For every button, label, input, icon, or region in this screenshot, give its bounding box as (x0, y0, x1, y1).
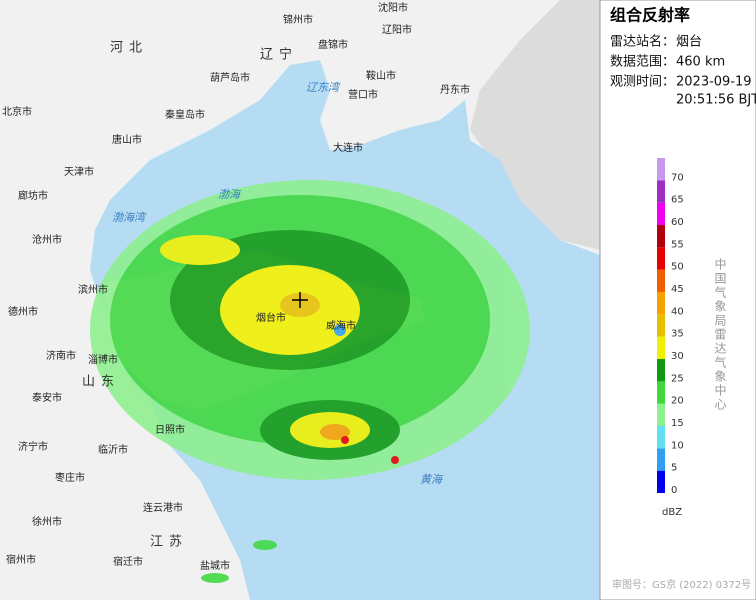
legend-tick-label: 45 (671, 284, 684, 295)
city-label: 沧州市 (32, 233, 62, 246)
legend-swatch (657, 359, 665, 382)
legend-swatch (657, 269, 665, 292)
legend-swatch (657, 403, 665, 426)
legend-tick-label: 15 (671, 418, 684, 429)
city-label: 威海市 (326, 319, 356, 332)
legend-swatch (657, 247, 665, 270)
province-label: 山东 (82, 375, 120, 390)
legend-swatch (657, 426, 665, 449)
info-value: 烟台 (676, 35, 702, 50)
echo (334, 324, 346, 336)
map-labels: 北京市 天津市 廊坊市 沧州市 唐山市 秦皇岛市 葫芦岛市 锦州市 盘锦市 营口… (2, 1, 470, 572)
city-label: 宿迁市 (113, 555, 143, 568)
city-label: 济宁市 (18, 440, 48, 453)
korea-land (470, 0, 600, 250)
legend-swatch (657, 180, 665, 203)
approval-number: 审图号：GS京 (2022) 0372号 (612, 578, 751, 591)
info-value: 460 km (676, 55, 725, 70)
legend-swatch (657, 292, 665, 315)
city-label: 辽阳市 (382, 23, 412, 36)
legend-swatch (657, 158, 665, 181)
legend-unit: dBZ (662, 507, 682, 518)
city-label: 锦州市 (283, 13, 313, 26)
province-label: 江苏 (150, 534, 188, 550)
city-label: 天津市 (64, 165, 94, 178)
city-label: 廊坊市 (18, 189, 48, 202)
city-label: 济南市 (46, 349, 76, 362)
radar-echo (90, 180, 530, 583)
legend-swatch (657, 381, 665, 404)
city-label: 鞍山市 (366, 69, 396, 82)
city-label: 连云港市 (143, 501, 183, 514)
info-label: 雷达站名： (610, 34, 675, 50)
legend-tick-label: 20 (671, 396, 684, 407)
credit: 中国气象局雷达气象中心 (713, 257, 727, 412)
sea-label: 渤海 (218, 188, 242, 201)
legend-tick-label: 35 (671, 329, 684, 340)
city-label: 沈阳市 (378, 1, 408, 14)
echo (391, 456, 399, 464)
legend-tick-label: 0 (671, 485, 677, 496)
sea-label: 黄海 (420, 473, 444, 486)
city-label: 北京市 (2, 105, 32, 118)
legend-swatch (657, 336, 665, 359)
legend-tick-label: 50 (671, 262, 684, 273)
province-label: 河北 (110, 41, 148, 56)
city-label: 泰安市 (32, 391, 62, 404)
panel-title: 组合反射率 (610, 6, 690, 25)
sea-label: 辽东湾 (306, 81, 341, 94)
city-label: 德州市 (8, 305, 38, 318)
panel-background (599, 0, 756, 601)
city-label: 日照市 (155, 423, 185, 436)
info-label: 观测时间： (610, 75, 675, 90)
city-label: 枣庄市 (55, 471, 85, 484)
info-value: 20:51:56 BJT (676, 93, 756, 108)
city-label: 葫芦岛市 (210, 71, 250, 84)
city-label: 秦皇岛市 (165, 108, 205, 121)
legend-tick-label: 65 (671, 195, 684, 206)
legend-tick-label: 30 (671, 351, 684, 362)
city-label: 盐城市 (200, 559, 230, 572)
info-panel: 组合反射率 雷达站名： 烟台 数据范围： 460 km 观测时间： 2023-0… (599, 0, 756, 601)
city-label: 丹东市 (440, 83, 470, 96)
echo (253, 540, 277, 550)
city-label: 宿州市 (6, 553, 36, 566)
city-label: 唐山市 (112, 133, 142, 146)
echo (160, 235, 240, 265)
echo (201, 573, 229, 583)
legend-tick-label: 55 (671, 239, 684, 250)
province-label: 辽宁 (260, 47, 298, 63)
legend-tick-label: 60 (671, 217, 684, 228)
legend-swatch (657, 470, 665, 493)
legend-tick-label: 70 (671, 172, 684, 183)
city-label: 盘锦市 (318, 38, 348, 51)
sea-label: 渤海湾 (112, 211, 147, 224)
city-label: 烟台市 (256, 311, 286, 324)
legend-swatch (657, 202, 665, 225)
legend-tick-label: 10 (671, 440, 684, 451)
city-label: 临沂市 (98, 443, 128, 456)
map: 北京市 天津市 廊坊市 沧州市 唐山市 秦皇岛市 葫芦岛市 锦州市 盘锦市 营口… (0, 0, 600, 600)
city-label: 滨州市 (78, 283, 108, 296)
legend-swatch (657, 225, 665, 248)
radar-site (292, 292, 308, 308)
legend-tick-label: 40 (671, 306, 684, 317)
city-label: 营口市 (348, 88, 378, 101)
legend-swatch (657, 314, 665, 337)
city-label: 徐州市 (32, 515, 62, 528)
legend-tick-label: 25 (671, 373, 684, 384)
echo (320, 424, 350, 440)
city-label: 大连市 (333, 141, 363, 154)
city-label: 淄博市 (88, 353, 118, 366)
legend-tick-label: 5 (671, 463, 677, 474)
info-label: 数据范围： (610, 55, 675, 70)
echo (341, 436, 349, 444)
legend-swatch (657, 448, 665, 471)
info-value: 2023-09-19 (676, 75, 752, 90)
